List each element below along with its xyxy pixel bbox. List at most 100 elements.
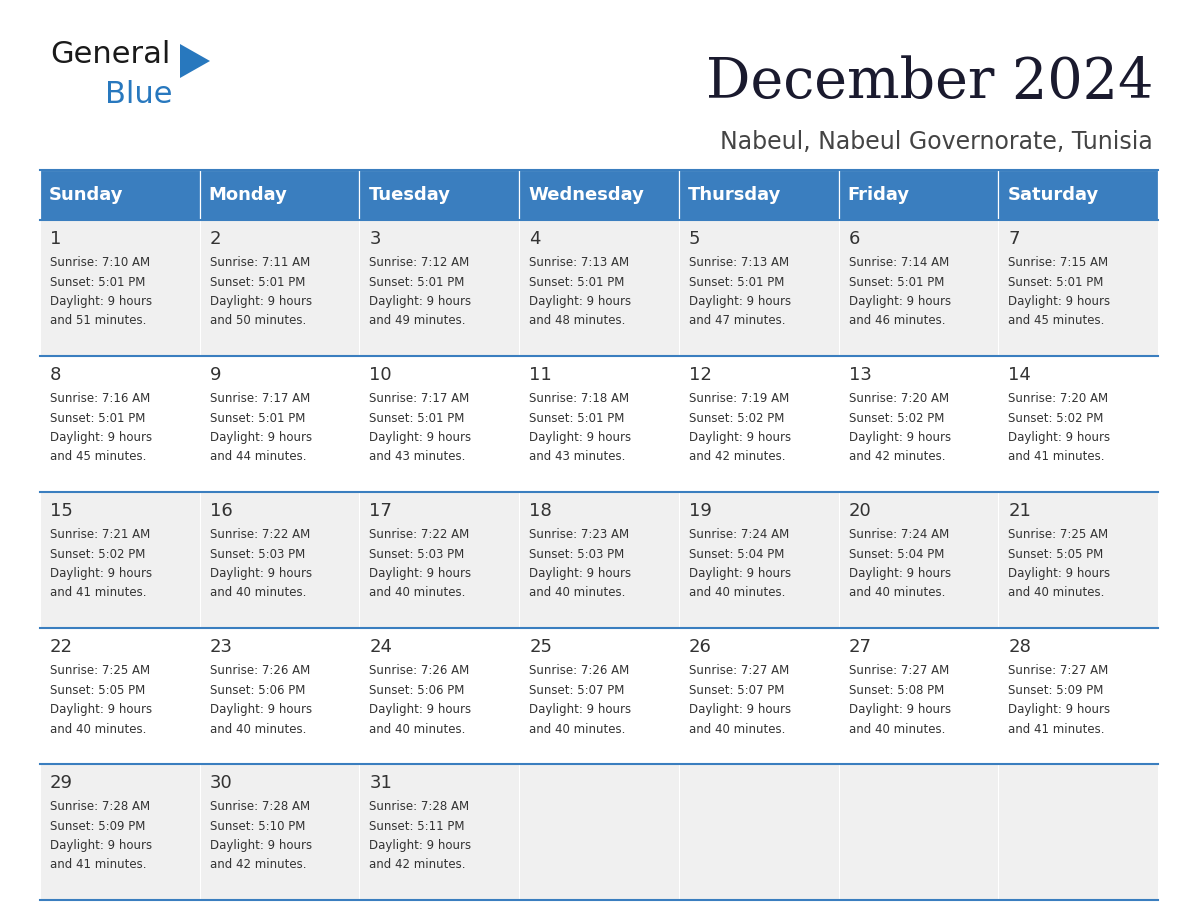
Text: Sunrise: 7:27 AM: Sunrise: 7:27 AM: [848, 664, 949, 677]
Text: Sunset: 5:09 PM: Sunset: 5:09 PM: [1009, 684, 1104, 697]
Text: Daylight: 9 hours: Daylight: 9 hours: [848, 567, 950, 580]
Text: Sunrise: 7:26 AM: Sunrise: 7:26 AM: [529, 664, 630, 677]
Text: and 40 minutes.: and 40 minutes.: [210, 722, 307, 735]
Text: 19: 19: [689, 502, 712, 520]
Text: Sunset: 5:02 PM: Sunset: 5:02 PM: [689, 411, 784, 424]
Text: Sunrise: 7:16 AM: Sunrise: 7:16 AM: [50, 392, 150, 405]
Text: Sunday: Sunday: [49, 186, 124, 204]
Text: Sunrise: 7:18 AM: Sunrise: 7:18 AM: [529, 392, 630, 405]
Text: Sunset: 5:06 PM: Sunset: 5:06 PM: [369, 684, 465, 697]
Text: Sunset: 5:01 PM: Sunset: 5:01 PM: [848, 275, 944, 288]
Text: Sunrise: 7:11 AM: Sunrise: 7:11 AM: [210, 256, 310, 269]
Text: Daylight: 9 hours: Daylight: 9 hours: [210, 567, 311, 580]
Text: Sunset: 5:05 PM: Sunset: 5:05 PM: [1009, 547, 1104, 561]
Text: Daylight: 9 hours: Daylight: 9 hours: [529, 431, 631, 444]
Text: and 40 minutes.: and 40 minutes.: [529, 722, 626, 735]
Text: Daylight: 9 hours: Daylight: 9 hours: [1009, 703, 1111, 716]
Text: Daylight: 9 hours: Daylight: 9 hours: [369, 839, 472, 852]
Bar: [839, 170, 998, 220]
Bar: [519, 170, 678, 220]
Text: Nabeul, Nabeul Governorate, Tunisia: Nabeul, Nabeul Governorate, Tunisia: [720, 130, 1154, 154]
Text: Thursday: Thursday: [688, 186, 782, 204]
Text: Sunrise: 7:28 AM: Sunrise: 7:28 AM: [210, 800, 310, 813]
Text: 22: 22: [50, 638, 72, 656]
Text: Daylight: 9 hours: Daylight: 9 hours: [50, 295, 152, 308]
Text: Sunrise: 7:28 AM: Sunrise: 7:28 AM: [369, 800, 469, 813]
Text: Sunset: 5:03 PM: Sunset: 5:03 PM: [529, 547, 625, 561]
Text: and 42 minutes.: and 42 minutes.: [210, 858, 307, 871]
Text: Sunrise: 7:23 AM: Sunrise: 7:23 AM: [529, 528, 630, 541]
Text: Daylight: 9 hours: Daylight: 9 hours: [1009, 295, 1111, 308]
Text: Sunset: 5:01 PM: Sunset: 5:01 PM: [369, 411, 465, 424]
Text: 23: 23: [210, 638, 233, 656]
Text: 12: 12: [689, 366, 712, 384]
Text: Sunrise: 7:13 AM: Sunrise: 7:13 AM: [689, 256, 789, 269]
Text: Daylight: 9 hours: Daylight: 9 hours: [529, 703, 631, 716]
Text: 6: 6: [848, 230, 860, 248]
Text: Daylight: 9 hours: Daylight: 9 hours: [689, 431, 791, 444]
Text: Sunset: 5:01 PM: Sunset: 5:01 PM: [210, 411, 305, 424]
Text: 14: 14: [1009, 366, 1031, 384]
Text: 18: 18: [529, 502, 552, 520]
Text: Sunrise: 7:13 AM: Sunrise: 7:13 AM: [529, 256, 630, 269]
Text: General: General: [50, 40, 170, 69]
Text: Sunset: 5:01 PM: Sunset: 5:01 PM: [529, 275, 625, 288]
Text: Daylight: 9 hours: Daylight: 9 hours: [529, 567, 631, 580]
Text: 30: 30: [210, 774, 233, 792]
Text: and 41 minutes.: and 41 minutes.: [50, 858, 146, 871]
Text: Daylight: 9 hours: Daylight: 9 hours: [369, 567, 472, 580]
Text: and 40 minutes.: and 40 minutes.: [1009, 587, 1105, 599]
Text: Daylight: 9 hours: Daylight: 9 hours: [210, 431, 311, 444]
Text: 24: 24: [369, 638, 392, 656]
Text: Sunrise: 7:26 AM: Sunrise: 7:26 AM: [369, 664, 469, 677]
Text: Daylight: 9 hours: Daylight: 9 hours: [210, 703, 311, 716]
Text: and 40 minutes.: and 40 minutes.: [689, 722, 785, 735]
Text: and 46 minutes.: and 46 minutes.: [848, 315, 946, 328]
Text: 16: 16: [210, 502, 233, 520]
Text: Sunrise: 7:10 AM: Sunrise: 7:10 AM: [50, 256, 150, 269]
Text: Sunset: 5:02 PM: Sunset: 5:02 PM: [50, 547, 145, 561]
Text: Daylight: 9 hours: Daylight: 9 hours: [50, 567, 152, 580]
Text: Sunrise: 7:20 AM: Sunrise: 7:20 AM: [848, 392, 949, 405]
Text: and 42 minutes.: and 42 minutes.: [369, 858, 466, 871]
Text: Daylight: 9 hours: Daylight: 9 hours: [1009, 431, 1111, 444]
Text: Sunset: 5:03 PM: Sunset: 5:03 PM: [210, 547, 305, 561]
Text: Daylight: 9 hours: Daylight: 9 hours: [848, 703, 950, 716]
Text: Sunset: 5:04 PM: Sunset: 5:04 PM: [848, 547, 944, 561]
Text: Sunrise: 7:17 AM: Sunrise: 7:17 AM: [210, 392, 310, 405]
Text: Sunrise: 7:19 AM: Sunrise: 7:19 AM: [689, 392, 789, 405]
Text: Sunset: 5:07 PM: Sunset: 5:07 PM: [689, 684, 784, 697]
Text: Sunrise: 7:27 AM: Sunrise: 7:27 AM: [689, 664, 789, 677]
Text: and 40 minutes.: and 40 minutes.: [529, 587, 626, 599]
Text: Monday: Monday: [209, 186, 287, 204]
Text: Daylight: 9 hours: Daylight: 9 hours: [689, 567, 791, 580]
Text: Sunset: 5:01 PM: Sunset: 5:01 PM: [529, 411, 625, 424]
Bar: [40, 628, 1158, 764]
Text: 8: 8: [50, 366, 62, 384]
Text: and 51 minutes.: and 51 minutes.: [50, 315, 146, 328]
Text: and 45 minutes.: and 45 minutes.: [50, 451, 146, 464]
Text: 11: 11: [529, 366, 552, 384]
Text: Sunrise: 7:24 AM: Sunrise: 7:24 AM: [689, 528, 789, 541]
Text: Daylight: 9 hours: Daylight: 9 hours: [689, 703, 791, 716]
Text: Sunrise: 7:24 AM: Sunrise: 7:24 AM: [848, 528, 949, 541]
Text: December 2024: December 2024: [706, 55, 1154, 110]
Text: Sunrise: 7:22 AM: Sunrise: 7:22 AM: [210, 528, 310, 541]
Text: 10: 10: [369, 366, 392, 384]
Text: Sunset: 5:02 PM: Sunset: 5:02 PM: [1009, 411, 1104, 424]
Text: and 43 minutes.: and 43 minutes.: [529, 451, 626, 464]
Text: Wednesday: Wednesday: [529, 186, 644, 204]
Text: Daylight: 9 hours: Daylight: 9 hours: [529, 295, 631, 308]
Text: Daylight: 9 hours: Daylight: 9 hours: [369, 703, 472, 716]
Text: Daylight: 9 hours: Daylight: 9 hours: [50, 431, 152, 444]
Bar: [40, 356, 1158, 492]
Text: Saturday: Saturday: [1007, 186, 1099, 204]
Text: and 42 minutes.: and 42 minutes.: [848, 451, 946, 464]
Text: Daylight: 9 hours: Daylight: 9 hours: [210, 839, 311, 852]
Text: 29: 29: [50, 774, 72, 792]
Bar: [40, 170, 200, 220]
Text: Daylight: 9 hours: Daylight: 9 hours: [369, 295, 472, 308]
Text: Sunset: 5:01 PM: Sunset: 5:01 PM: [1009, 275, 1104, 288]
Text: and 48 minutes.: and 48 minutes.: [529, 315, 626, 328]
Text: and 45 minutes.: and 45 minutes.: [1009, 315, 1105, 328]
